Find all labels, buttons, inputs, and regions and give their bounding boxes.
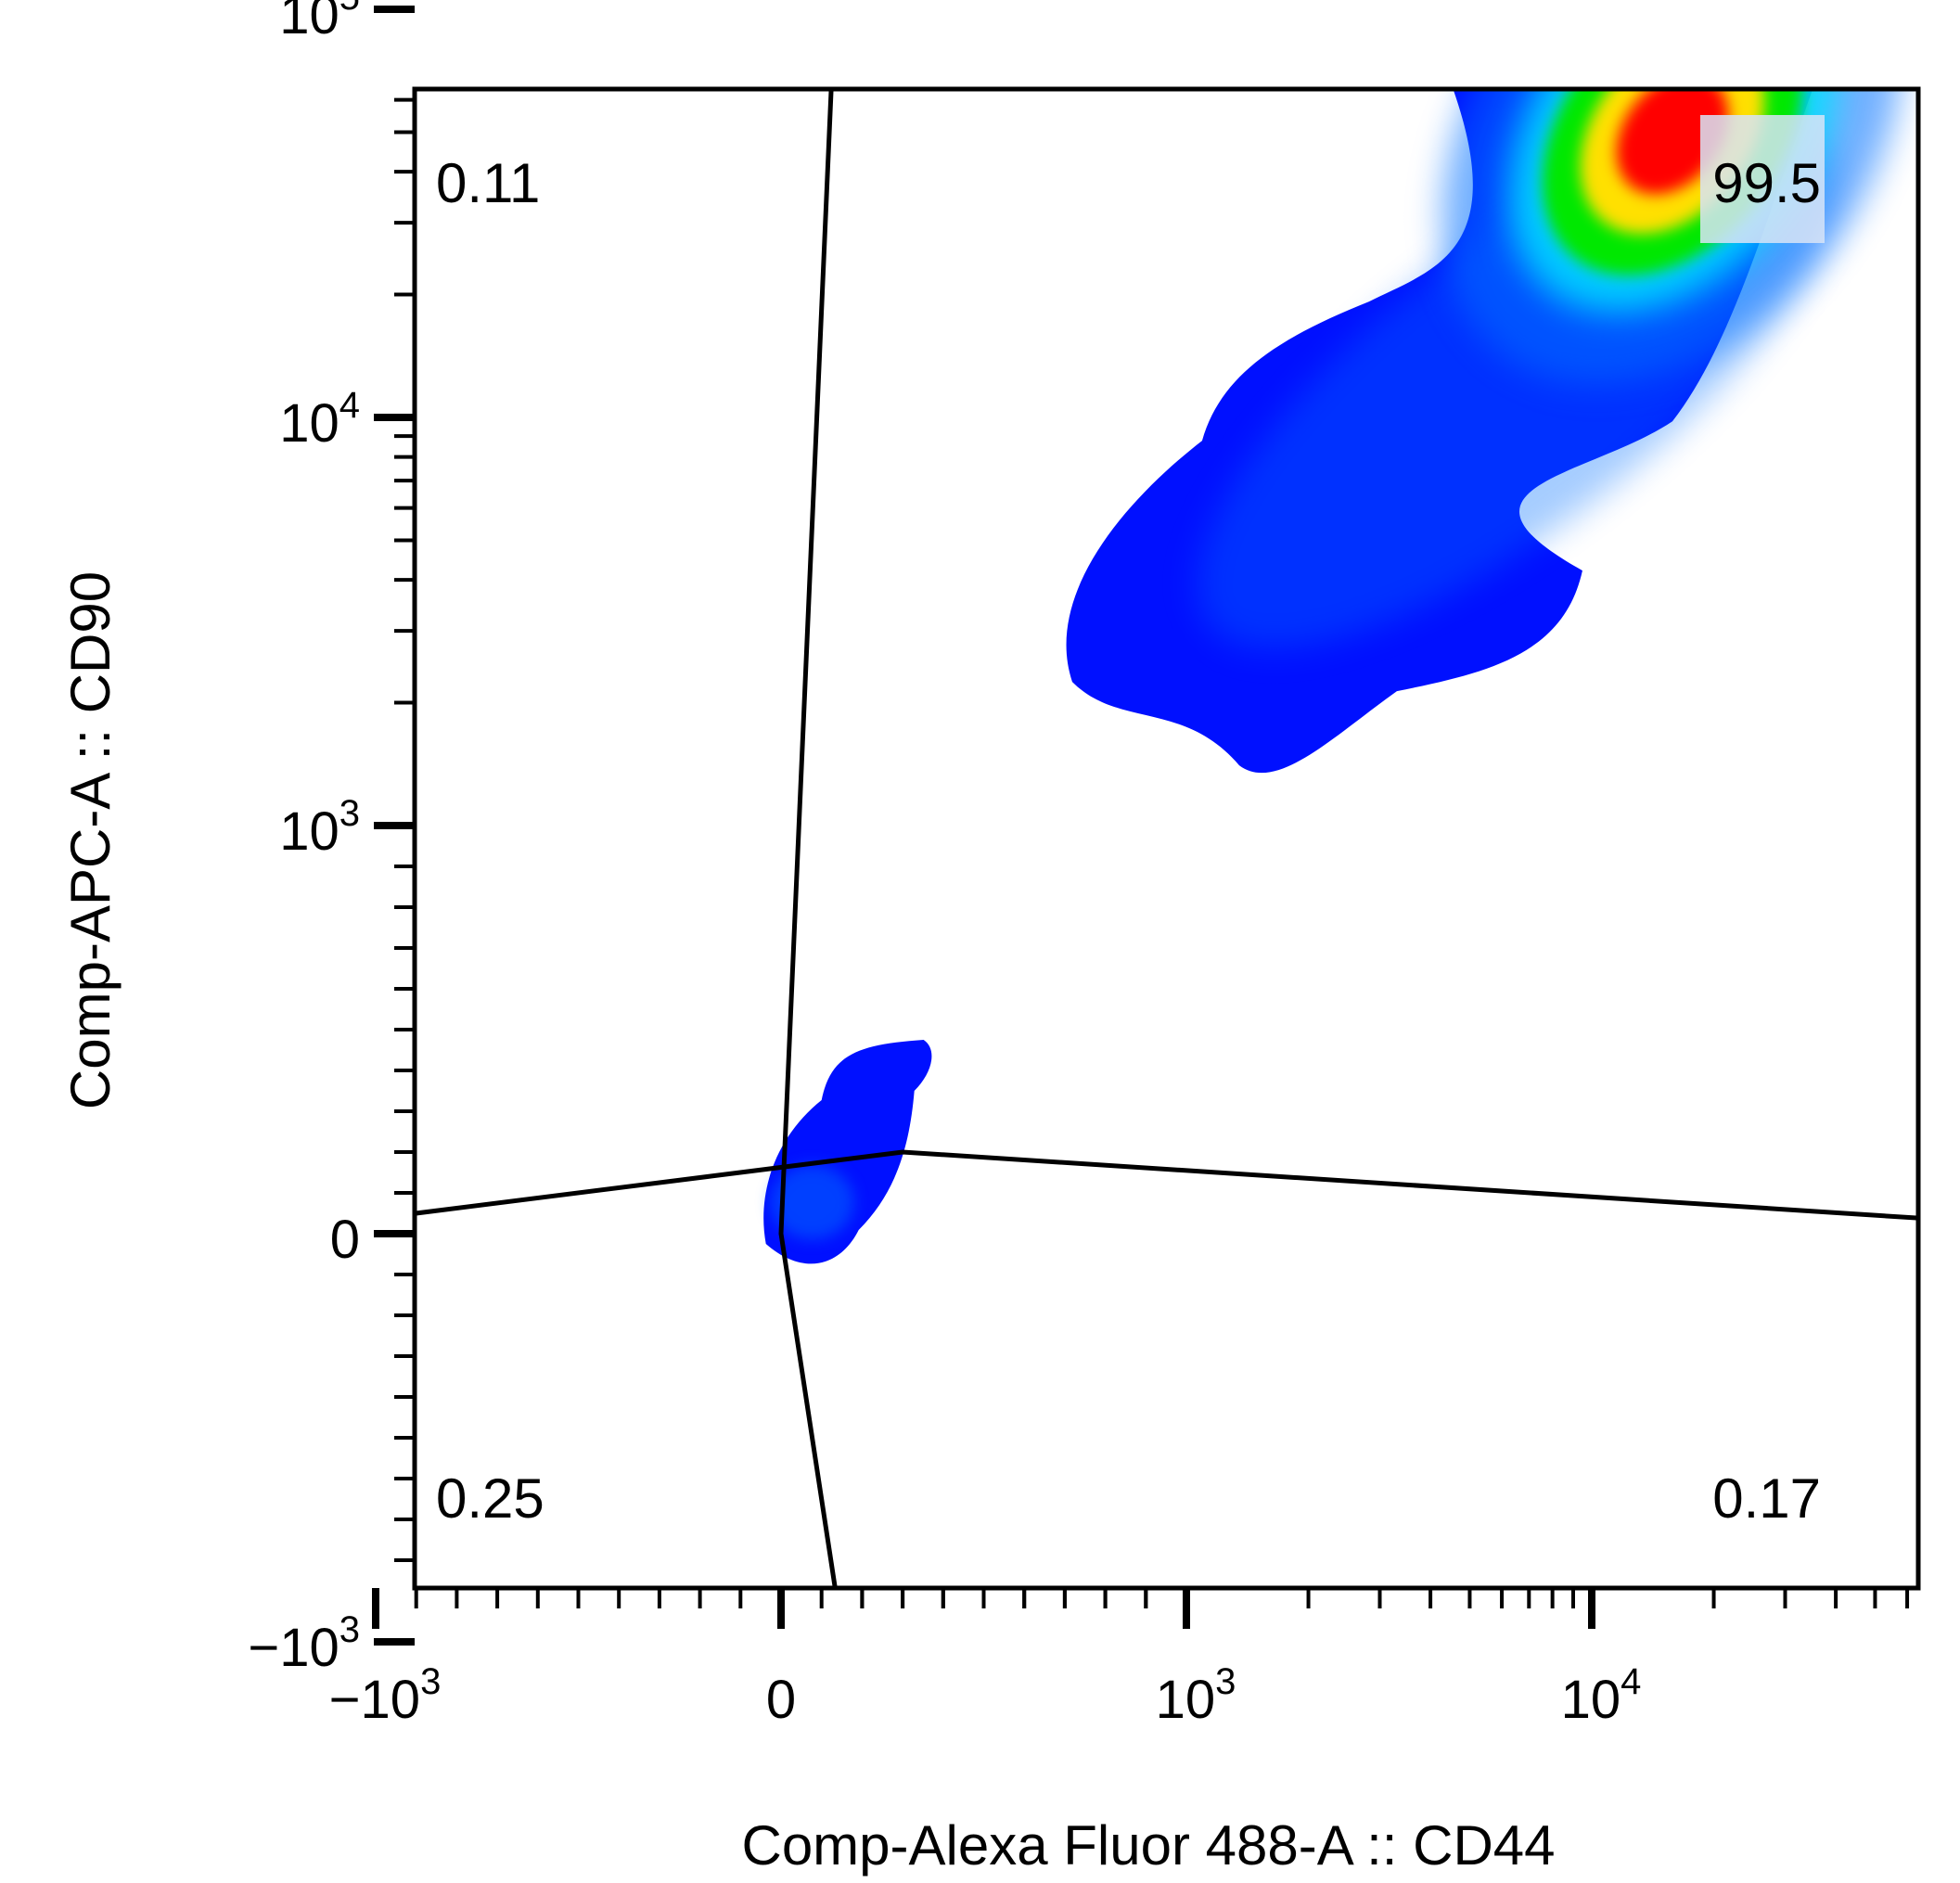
- y-axis-title: Comp-APC-A :: CD90: [59, 571, 122, 1109]
- x-axis-title: Comp-Alexa Fluor 488-A :: CD44: [741, 1814, 1555, 1877]
- gate-line-vertical: [778, 89, 838, 1588]
- quadrant-label-highlight: [1700, 115, 1825, 243]
- plot-frame: [412, 86, 1921, 1591]
- y-tick-label: 0: [330, 1210, 360, 1270]
- gate-line-horizontal: [415, 1149, 1918, 1221]
- y-tick-label: −103: [248, 1609, 360, 1678]
- density-cloud: [763, 0, 1960, 1264]
- x-axis: −1030103104105: [329, 1588, 1910, 1730]
- y-tick-label: 105: [279, 0, 360, 45]
- quadrant-label-top-left: 0.11: [436, 152, 540, 214]
- y-tick-label: 104: [279, 385, 360, 454]
- x-tick-label: 0: [766, 1670, 796, 1730]
- quadrant-label-top-right: 99.5: [1712, 152, 1821, 214]
- density-extension: [1656, 0, 1960, 72]
- density-blob-core: [770, 1165, 854, 1239]
- y-tick-label: 103: [279, 793, 360, 862]
- x-tick-label: −103: [329, 1661, 442, 1730]
- y-axis: −103 0 103 104 105: [248, 0, 415, 1678]
- quadrant-label-bottom-right: 0.17: [1712, 1467, 1821, 1530]
- x-tick-label: 104: [1561, 1661, 1642, 1730]
- x-tick-label: 103: [1156, 1661, 1236, 1730]
- quadrant-label-bottom-left: 0.25: [436, 1467, 544, 1530]
